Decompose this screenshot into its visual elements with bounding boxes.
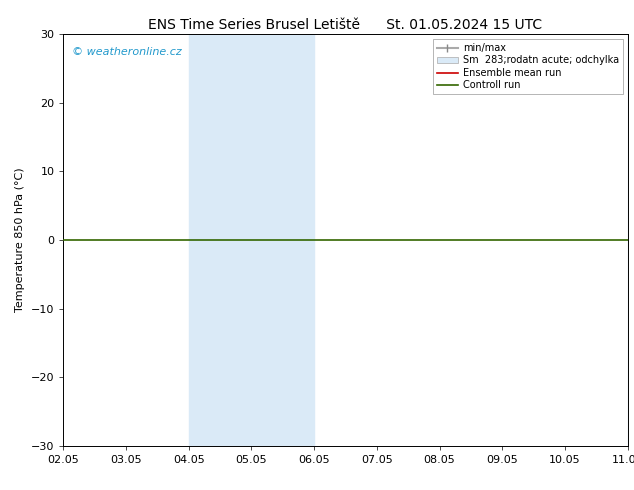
Y-axis label: Temperature 850 hPa (°C): Temperature 850 hPa (°C) bbox=[15, 168, 25, 313]
Bar bbox=[628, 34, 634, 446]
Text: © weatheronline.cz: © weatheronline.cz bbox=[72, 47, 181, 57]
Legend: min/max, Sm  283;rodatn acute; odchylka, Ensemble mean run, Controll run: min/max, Sm 283;rodatn acute; odchylka, … bbox=[432, 39, 623, 94]
Title: ENS Time Series Brusel Letiště      St. 01.05.2024 15 UTC: ENS Time Series Brusel Letiště St. 01.05… bbox=[148, 18, 543, 32]
Bar bbox=[189, 34, 314, 446]
